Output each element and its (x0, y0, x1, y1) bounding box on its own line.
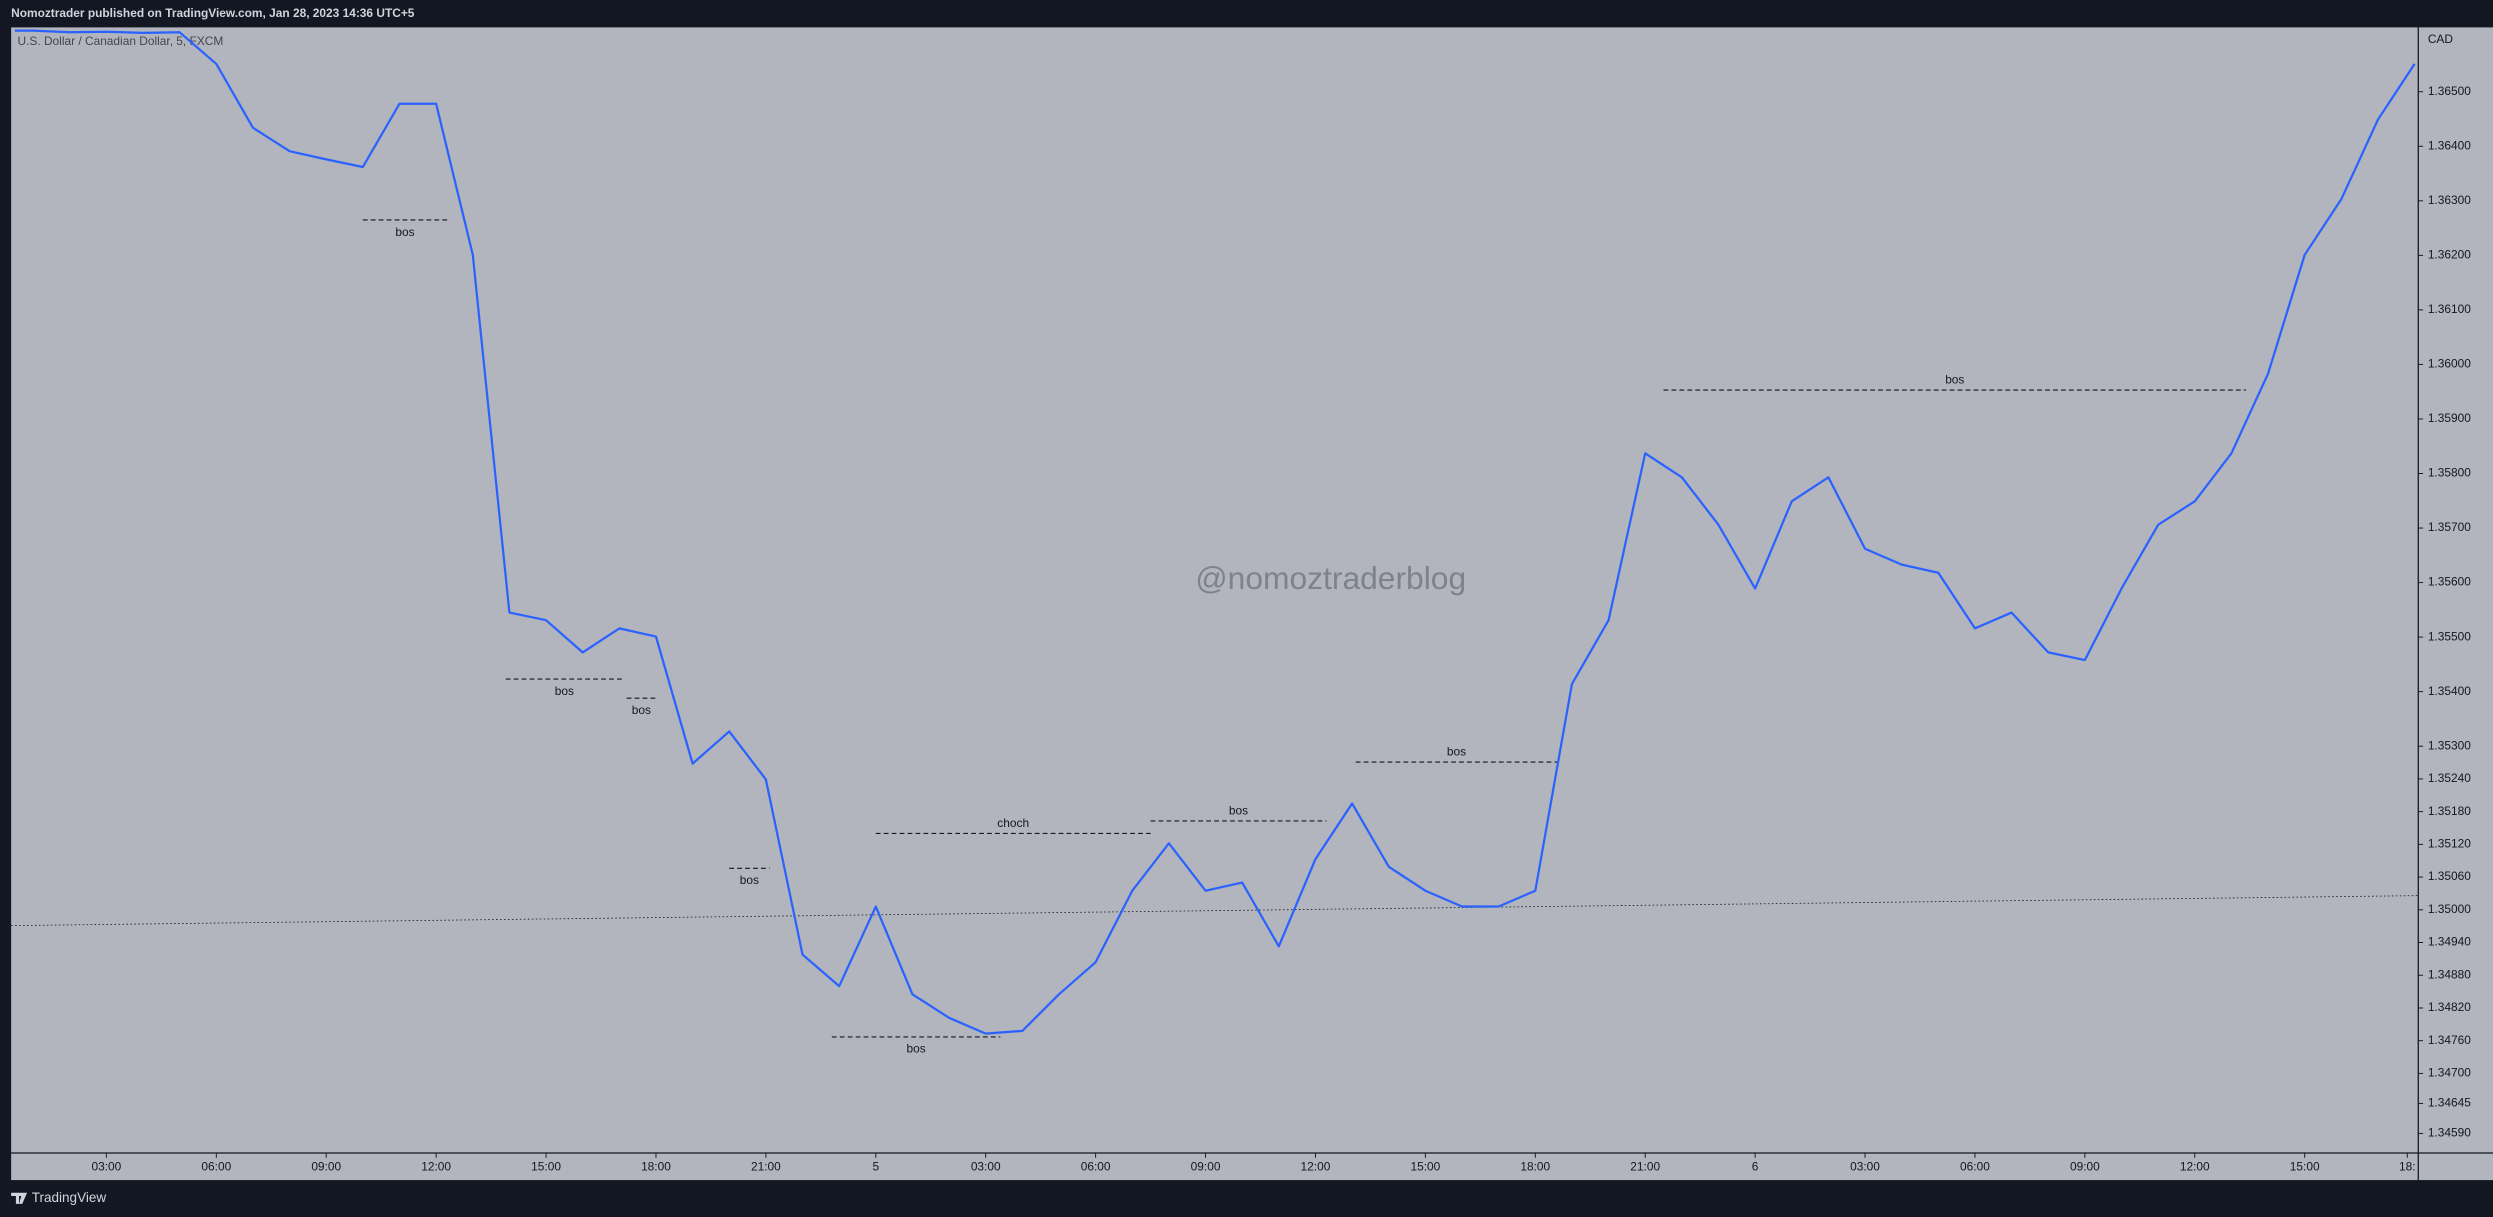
plot-background (11, 27, 2493, 1181)
x-tick-label: 06:00 (1081, 1160, 1111, 1174)
x-tick-label: 09:00 (1191, 1160, 1221, 1174)
y-tick-label: 1.35240 (2428, 771, 2471, 785)
x-tick-label: 03:00 (91, 1160, 121, 1174)
y-tick-label: 1.34590 (2428, 1126, 2471, 1140)
x-tick-label: 18: (2399, 1160, 2416, 1174)
x-tick-label: 15:00 (531, 1160, 561, 1174)
level-label: bos (1945, 373, 1964, 387)
y-tick-label: 1.35060 (2428, 869, 2471, 883)
x-tick-label: 6 (1752, 1160, 1759, 1174)
level-label: bos (632, 703, 651, 717)
y-tick-label: 1.34940 (2428, 935, 2471, 949)
x-tick-label: 12:00 (1301, 1160, 1331, 1174)
level-label: bos (906, 1042, 925, 1056)
level-label: choch (997, 816, 1029, 830)
x-tick-label: 06:00 (1960, 1160, 1990, 1174)
y-tick-label: 1.36000 (2428, 357, 2471, 371)
level-label: bos (740, 873, 759, 887)
y-tick-label: 1.34880 (2428, 967, 2471, 981)
x-tick-label: 12:00 (2180, 1160, 2210, 1174)
x-tick-label: 21:00 (751, 1160, 781, 1174)
y-tick-label: 1.36300 (2428, 193, 2471, 207)
x-tick-label: 18:00 (1520, 1160, 1550, 1174)
symbol: U.S. Dollar / Canadian Dollar, 5, FXCM (17, 34, 223, 48)
x-tick-label: 12:00 (421, 1160, 451, 1174)
y-tick-label: 1.36100 (2428, 302, 2471, 316)
x-tick-label: 18:00 (641, 1160, 671, 1174)
x-tick-label: 15:00 (1410, 1160, 1440, 1174)
x-tick-label: 15:00 (2290, 1160, 2320, 1174)
level-label: bos (1447, 745, 1466, 759)
y-tick-label: 1.35500 (2428, 629, 2471, 643)
x-tick-label: 21:00 (1630, 1160, 1660, 1174)
y-tick-label: 1.35300 (2428, 738, 2471, 752)
y-tick-label: 1.36400 (2428, 138, 2471, 152)
y-tick-label: 1.36500 (2428, 84, 2471, 98)
y-tick-label: 1.34820 (2428, 1000, 2471, 1014)
y-tick-label: 1.35700 (2428, 520, 2471, 534)
x-tick-label: 03:00 (971, 1160, 1001, 1174)
y-tick-label: 1.34700 (2428, 1066, 2471, 1080)
price-line (14, 29, 2416, 1035)
x-tick-label: 09:00 (2070, 1160, 2100, 1174)
y-tick-label: 1.35120 (2428, 837, 2471, 851)
watermark: @nomoztraderblog (1195, 560, 1466, 596)
level-label: bos (395, 225, 414, 239)
y-tick-label: 1.35900 (2428, 411, 2471, 425)
y-tick-label: 1.35000 (2428, 902, 2471, 916)
y-tick-label: 1.35180 (2428, 804, 2471, 818)
x-tick-label: 06:00 (201, 1160, 231, 1174)
level-label: bos (555, 684, 574, 698)
currency: CAD (2428, 32, 2454, 46)
header: Nomoztrader published on TradingView.com… (11, 6, 415, 20)
y-tick-label: 1.34645 (2428, 1096, 2471, 1110)
x-tick-label: 5 (872, 1160, 879, 1174)
y-tick-label: 1.34760 (2428, 1033, 2471, 1047)
x-tick-label: 03:00 (1850, 1160, 1880, 1174)
y-tick-label: 1.35400 (2428, 684, 2471, 698)
brand: TradingView (32, 1190, 107, 1205)
y-tick-label: 1.35600 (2428, 575, 2471, 589)
x-tick-label: 09:00 (311, 1160, 341, 1174)
y-tick-label: 1.35800 (2428, 466, 2471, 480)
y-tick-label: 1.36200 (2428, 248, 2471, 262)
level-label: bos (1229, 804, 1248, 818)
